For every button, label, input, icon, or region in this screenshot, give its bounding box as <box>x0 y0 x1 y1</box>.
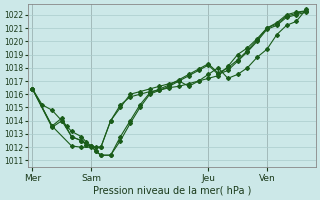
X-axis label: Pression niveau de la mer( hPa ): Pression niveau de la mer( hPa ) <box>92 186 251 196</box>
